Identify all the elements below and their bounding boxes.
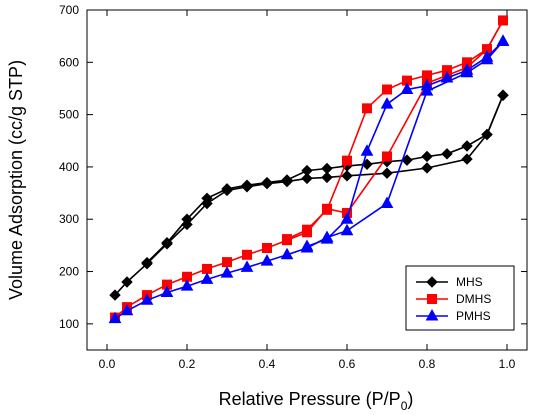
legend-item-mhs: MHS (416, 275, 483, 289)
series-pmhs-point (200, 272, 214, 284)
x-axis-title: Relative Pressure (P/P0) (219, 389, 414, 413)
legend-swatch-marker (425, 308, 439, 321)
y-tick-label: 600 (59, 55, 79, 69)
series-pmhs-point (260, 254, 274, 266)
series-pmhs-point (280, 247, 294, 260)
x-tick-label: 0.2 (179, 357, 196, 371)
series-mhs-point (481, 128, 493, 141)
series-pmhs-point (180, 279, 194, 291)
series-mhs-point (461, 140, 473, 152)
series-mhs-point (421, 162, 433, 174)
series-mhs-point (161, 237, 173, 249)
series-pmhs-point (400, 82, 414, 95)
y-tick-label: 400 (59, 160, 79, 174)
legend-label: MHS (456, 275, 483, 289)
series-pmhs-point (320, 232, 334, 244)
series-pmhs-point (360, 144, 374, 156)
series-pmhs-point (340, 223, 354, 236)
series-dmhs-point (362, 103, 372, 114)
series-mhs-point (421, 150, 433, 163)
series-mhs-point (281, 174, 293, 186)
y-tick-label: 100 (59, 317, 79, 331)
legend-swatch-marker (426, 276, 438, 288)
series-mhs-point (301, 164, 313, 177)
y-tick-label: 200 (59, 265, 79, 279)
legend-label: PMHS (456, 309, 491, 323)
x-axis-title-subscript: 0 (401, 399, 408, 413)
series-layer (108, 15, 510, 324)
series-dmhs-point (262, 243, 272, 253)
series-mhs-point (201, 192, 213, 205)
series-pmhs-point (480, 50, 494, 62)
series-pmhs-point (420, 78, 434, 91)
series-pmhs-point (440, 70, 454, 83)
legend-box (405, 265, 515, 331)
series-mhs-point (109, 289, 121, 301)
series-pmhs-point (380, 196, 394, 209)
x-tick-label: 0.6 (339, 357, 356, 371)
series-pmhs-point (460, 63, 474, 75)
series-pmhs-point (380, 97, 394, 109)
series-dmhs-point (242, 249, 252, 260)
series-mhs-point (441, 148, 453, 160)
series-dmhs-point (498, 15, 508, 26)
legend-label: DMHS (456, 292, 491, 306)
series-pmhs-point (120, 303, 134, 316)
series-pmhs-point (300, 239, 314, 251)
series-mhs-point (181, 213, 193, 225)
series-dmhs-point (282, 234, 292, 245)
series-mhs-point (301, 172, 313, 185)
series-pmhs (108, 34, 510, 324)
series-mhs-point (381, 167, 393, 179)
series-pmhs-point (340, 212, 354, 224)
series-dmhs-point (342, 155, 352, 166)
series-mhs-point (141, 256, 153, 269)
series-dmhs-point (202, 263, 212, 274)
legend-item-pmhs: PMHS (416, 308, 491, 323)
legend-items: MHS DMHS PMHS (416, 275, 491, 323)
series-dmhs-point (222, 257, 232, 268)
series-mhs-point (341, 170, 353, 182)
x-tick-label: 0.8 (419, 357, 436, 371)
x-tick-label: 0.4 (259, 357, 276, 371)
series-pmhs-point (140, 293, 154, 305)
series-mhs-point (461, 153, 473, 165)
y-tick-label: 300 (59, 212, 79, 226)
x-tick-label: 0.0 (99, 357, 116, 371)
series-pmhs-point (160, 285, 174, 297)
series-mhs-point (497, 89, 509, 101)
series-pmhs-point (220, 266, 234, 278)
axis-ticks: 0.0 0.2 0.4 0.6 0.8 1.0 100 200 300 400 500 600 700 (59, 3, 527, 371)
y-tick-label: 500 (59, 108, 79, 122)
y-tick-label: 700 (59, 3, 79, 17)
series-dmhs-point (302, 224, 312, 235)
series-mhs-point (121, 276, 133, 288)
y-axis-title: Volume Adsorption (cc/g STP) (6, 60, 26, 300)
series-dmhs-point (422, 70, 432, 81)
legend: MHS DMHS PMHS (405, 265, 515, 331)
series-pmhs-point (108, 311, 122, 324)
series-dmhs-point (382, 151, 392, 162)
series-dmhs-point (322, 204, 332, 215)
series-mhs-point (241, 179, 253, 191)
series-mhs-point (221, 183, 233, 195)
series-pmhs-point (496, 34, 510, 46)
series-mhs (109, 89, 509, 301)
series-mhs-point (321, 162, 333, 175)
legend-item-dmhs: DMHS (416, 292, 491, 306)
series-pmhs-point (240, 260, 254, 272)
series-mhs-point (321, 171, 333, 184)
series-dmhs-point (382, 84, 392, 95)
x-tick-label: 1.0 (499, 357, 516, 371)
series-mhs-point (261, 176, 273, 189)
legend-swatch-marker (427, 294, 437, 304)
